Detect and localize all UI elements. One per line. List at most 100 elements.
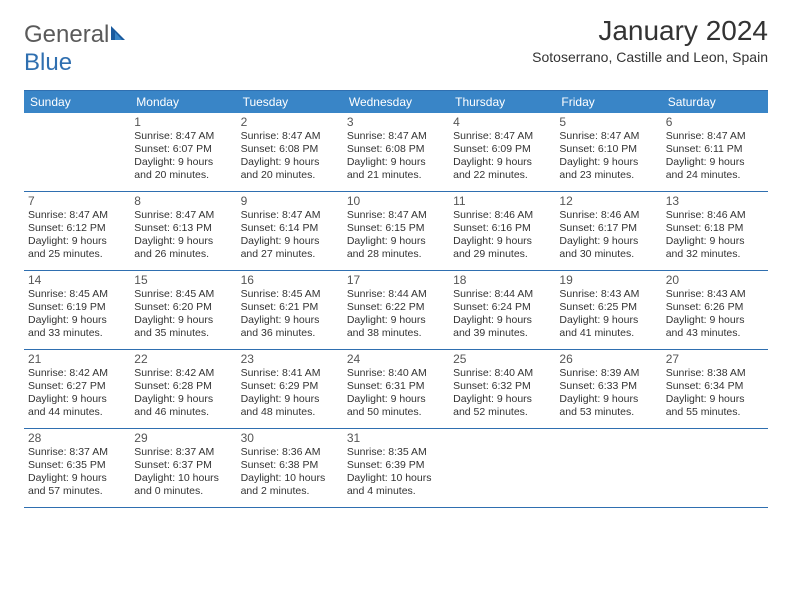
day-cell: 8Sunrise: 8:47 AMSunset: 6:13 PMDaylight… [130, 192, 236, 270]
logo-text: General Blue [24, 21, 131, 77]
day-number: 31 [347, 431, 445, 445]
day-daylight1: Daylight: 9 hours [453, 156, 551, 169]
day-sunrise: Sunrise: 8:46 AM [453, 209, 551, 222]
day-daylight2: and 2 minutes. [241, 485, 339, 498]
day-cell [24, 113, 130, 191]
day-sunset: Sunset: 6:11 PM [666, 143, 764, 156]
day-sunset: Sunset: 6:19 PM [28, 301, 126, 314]
day-number: 2 [241, 115, 339, 129]
day-sunset: Sunset: 6:20 PM [134, 301, 232, 314]
day-daylight2: and 33 minutes. [28, 327, 126, 340]
day-sunrise: Sunrise: 8:42 AM [28, 367, 126, 380]
day-number: 14 [28, 273, 126, 287]
day-sunset: Sunset: 6:18 PM [666, 222, 764, 235]
day-daylight1: Daylight: 9 hours [559, 393, 657, 406]
day-cell: 24Sunrise: 8:40 AMSunset: 6:31 PMDayligh… [343, 350, 449, 428]
day-number: 9 [241, 194, 339, 208]
weekday-tue: Tuesday [237, 91, 343, 113]
day-daylight2: and 24 minutes. [666, 169, 764, 182]
day-daylight2: and 36 minutes. [241, 327, 339, 340]
day-cell: 12Sunrise: 8:46 AMSunset: 6:17 PMDayligh… [555, 192, 661, 270]
weekday-sun: Sunday [24, 91, 130, 113]
day-sunrise: Sunrise: 8:35 AM [347, 446, 445, 459]
day-cell: 19Sunrise: 8:43 AMSunset: 6:25 PMDayligh… [555, 271, 661, 349]
day-sunset: Sunset: 6:15 PM [347, 222, 445, 235]
day-cell: 31Sunrise: 8:35 AMSunset: 6:39 PMDayligh… [343, 429, 449, 507]
weekday-thu: Thursday [449, 91, 555, 113]
day-sunset: Sunset: 6:22 PM [347, 301, 445, 314]
day-number: 28 [28, 431, 126, 445]
day-daylight1: Daylight: 9 hours [134, 235, 232, 248]
day-daylight2: and 48 minutes. [241, 406, 339, 419]
day-cell: 25Sunrise: 8:40 AMSunset: 6:32 PMDayligh… [449, 350, 555, 428]
calendar: Sunday Monday Tuesday Wednesday Thursday… [24, 90, 768, 508]
day-daylight1: Daylight: 10 hours [241, 472, 339, 485]
day-number: 27 [666, 352, 764, 366]
day-sunrise: Sunrise: 8:47 AM [666, 130, 764, 143]
day-daylight2: and 39 minutes. [453, 327, 551, 340]
day-cell [555, 429, 661, 507]
week-row: 14Sunrise: 8:45 AMSunset: 6:19 PMDayligh… [24, 271, 768, 350]
day-sunset: Sunset: 6:08 PM [241, 143, 339, 156]
weekday-wed: Wednesday [343, 91, 449, 113]
logo-part1: General [24, 21, 109, 48]
day-sunrise: Sunrise: 8:47 AM [241, 130, 339, 143]
day-sunset: Sunset: 6:38 PM [241, 459, 339, 472]
day-number: 22 [134, 352, 232, 366]
day-number: 1 [134, 115, 232, 129]
day-daylight1: Daylight: 9 hours [241, 393, 339, 406]
weekday-fri: Friday [555, 91, 661, 113]
page-title: January 2024 [532, 15, 768, 47]
day-daylight2: and 22 minutes. [453, 169, 551, 182]
day-daylight1: Daylight: 9 hours [347, 235, 445, 248]
day-number: 3 [347, 115, 445, 129]
day-daylight2: and 29 minutes. [453, 248, 551, 261]
day-sunset: Sunset: 6:35 PM [28, 459, 126, 472]
day-daylight2: and 25 minutes. [28, 248, 126, 261]
day-sunrise: Sunrise: 8:37 AM [28, 446, 126, 459]
day-cell: 4Sunrise: 8:47 AMSunset: 6:09 PMDaylight… [449, 113, 555, 191]
day-daylight1: Daylight: 9 hours [241, 156, 339, 169]
day-sunrise: Sunrise: 8:45 AM [28, 288, 126, 301]
day-sunset: Sunset: 6:27 PM [28, 380, 126, 393]
day-daylight2: and 55 minutes. [666, 406, 764, 419]
day-sunrise: Sunrise: 8:45 AM [241, 288, 339, 301]
day-daylight2: and 20 minutes. [241, 169, 339, 182]
day-sunrise: Sunrise: 8:40 AM [347, 367, 445, 380]
day-number: 23 [241, 352, 339, 366]
day-cell: 11Sunrise: 8:46 AMSunset: 6:16 PMDayligh… [449, 192, 555, 270]
week-row: 21Sunrise: 8:42 AMSunset: 6:27 PMDayligh… [24, 350, 768, 429]
day-cell: 29Sunrise: 8:37 AMSunset: 6:37 PMDayligh… [130, 429, 236, 507]
logo-sail-icon [109, 21, 131, 49]
day-daylight1: Daylight: 9 hours [453, 393, 551, 406]
day-daylight1: Daylight: 9 hours [28, 393, 126, 406]
day-number: 18 [453, 273, 551, 287]
day-daylight1: Daylight: 9 hours [559, 235, 657, 248]
day-daylight1: Daylight: 10 hours [134, 472, 232, 485]
day-cell: 30Sunrise: 8:36 AMSunset: 6:38 PMDayligh… [237, 429, 343, 507]
day-daylight1: Daylight: 9 hours [666, 314, 764, 327]
day-sunrise: Sunrise: 8:42 AM [134, 367, 232, 380]
day-sunrise: Sunrise: 8:47 AM [347, 209, 445, 222]
day-sunset: Sunset: 6:32 PM [453, 380, 551, 393]
day-daylight2: and 30 minutes. [559, 248, 657, 261]
day-daylight1: Daylight: 9 hours [134, 393, 232, 406]
day-daylight2: and 44 minutes. [28, 406, 126, 419]
day-cell [662, 429, 768, 507]
day-daylight2: and 27 minutes. [241, 248, 339, 261]
day-sunset: Sunset: 6:28 PM [134, 380, 232, 393]
week-row: 28Sunrise: 8:37 AMSunset: 6:35 PM Dayligh… [24, 429, 768, 508]
day-sunrise: Sunrise: 8:47 AM [134, 130, 232, 143]
day-cell: 18Sunrise: 8:44 AMSunset: 6:24 PMDayligh… [449, 271, 555, 349]
day-sunset: Sunset: 6:39 PM [347, 459, 445, 472]
day-cell: 15Sunrise: 8:45 AMSunset: 6:20 PMDayligh… [130, 271, 236, 349]
day-sunset: Sunset: 6:13 PM [134, 222, 232, 235]
day-number: 19 [559, 273, 657, 287]
day-number: 21 [28, 352, 126, 366]
day-daylight2: and 35 minutes. [134, 327, 232, 340]
day-cell: 3Sunrise: 8:47 AMSunset: 6:08 PMDaylight… [343, 113, 449, 191]
day-daylight2: and 23 minutes. [559, 169, 657, 182]
day-number: 15 [134, 273, 232, 287]
weekday-row: Sunday Monday Tuesday Wednesday Thursday… [24, 91, 768, 113]
day-number: 16 [241, 273, 339, 287]
